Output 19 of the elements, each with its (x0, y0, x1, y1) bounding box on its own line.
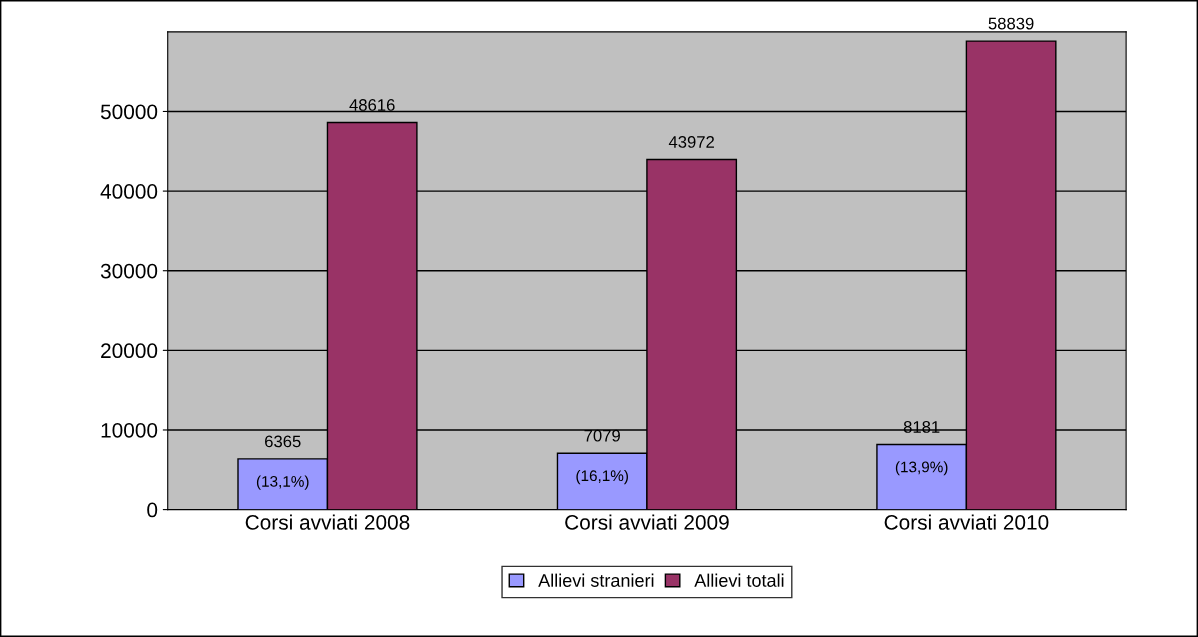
y-tick-label: 20000 (101, 343, 158, 359)
annotation: (13,1%) (256, 475, 309, 490)
y-tick-label: 30000 (100, 263, 158, 279)
x-tick-label: Corsi avviati 2010 (884, 514, 1049, 530)
x-tick-label: Corsi avviati 2009 (565, 514, 729, 530)
data-label: 7079 (584, 429, 620, 442)
y-tick-label: 40000 (100, 184, 158, 199)
y-tick-label: 10000 (101, 422, 158, 438)
legend-label: Allievi totali (694, 573, 784, 587)
y-tick-label: 50000 (100, 104, 158, 120)
y-tick-label: 0 (147, 502, 158, 518)
data-label: 6365 (265, 435, 301, 448)
data-label: 43972 (668, 136, 714, 148)
annotation: (13,9%) (895, 461, 948, 476)
x-tick-label: Corsi avviati 2008 (245, 514, 410, 530)
legend-label: Allievi stranieri (538, 573, 654, 587)
data-label: 58839 (988, 17, 1034, 30)
annotation: (16,1%) (576, 469, 628, 485)
data-label: 48616 (349, 99, 395, 111)
